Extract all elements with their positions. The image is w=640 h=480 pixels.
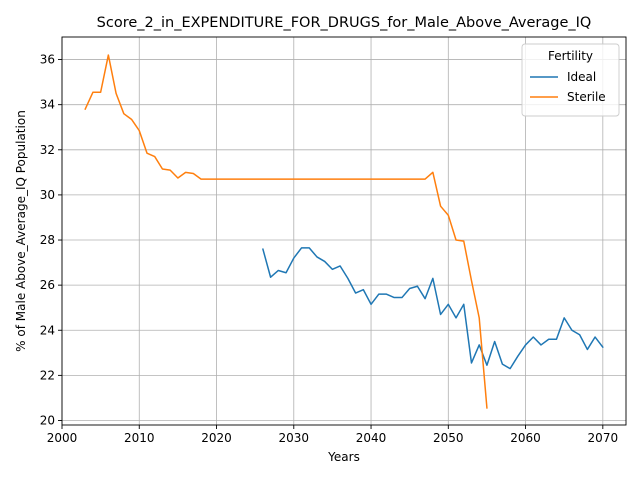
x-tick-label: 2030 [279,431,310,445]
y-tick-label: 32 [40,143,55,157]
plot-frame [61,36,627,426]
axis-ticks: 2000 2010 2020 2030 2040 2050 2060 2070 20 22 24 26… [40,53,618,445]
y-tick-label: 36 [40,53,55,67]
y-tick-label: 34 [40,98,55,112]
legend-box [521,43,620,117]
y-tick-label: 24 [40,323,55,337]
legend-title: Fertility [548,49,593,63]
legend-label-sterile: Sterile [567,90,606,104]
series-lines [84,54,604,409]
x-axis-label: Years [327,450,360,464]
y-tick-label: 30 [40,188,55,202]
legend-entries: Ideal Sterile [530,70,606,104]
y-tick-label: 22 [40,368,55,382]
x-tick-label: 2050 [433,431,464,445]
y-axis-label: % of Male Above_Average_IQ Population [14,110,28,352]
x-tick-label: 2070 [588,431,619,445]
x-tick-label: 2060 [510,431,541,445]
series-line-ideal [262,247,604,370]
legend: Fertility Ideal Sterile [521,43,620,117]
chart-title: Score_2_in_EXPENDITURE_FOR_DRUGS_for_Mal… [97,15,592,31]
grid-lines [61,37,626,425]
x-tick-label: 2010 [124,431,155,445]
legend-label-ideal: Ideal [567,70,596,84]
x-tick-label: 2000 [47,431,78,445]
x-tick-label: 2020 [201,431,232,445]
y-tick-label: 26 [40,278,55,292]
y-tick-label: 20 [40,413,55,427]
y-tick-label: 28 [40,233,55,247]
series-line-sterile [84,54,488,409]
x-tick-label: 2040 [356,431,387,445]
